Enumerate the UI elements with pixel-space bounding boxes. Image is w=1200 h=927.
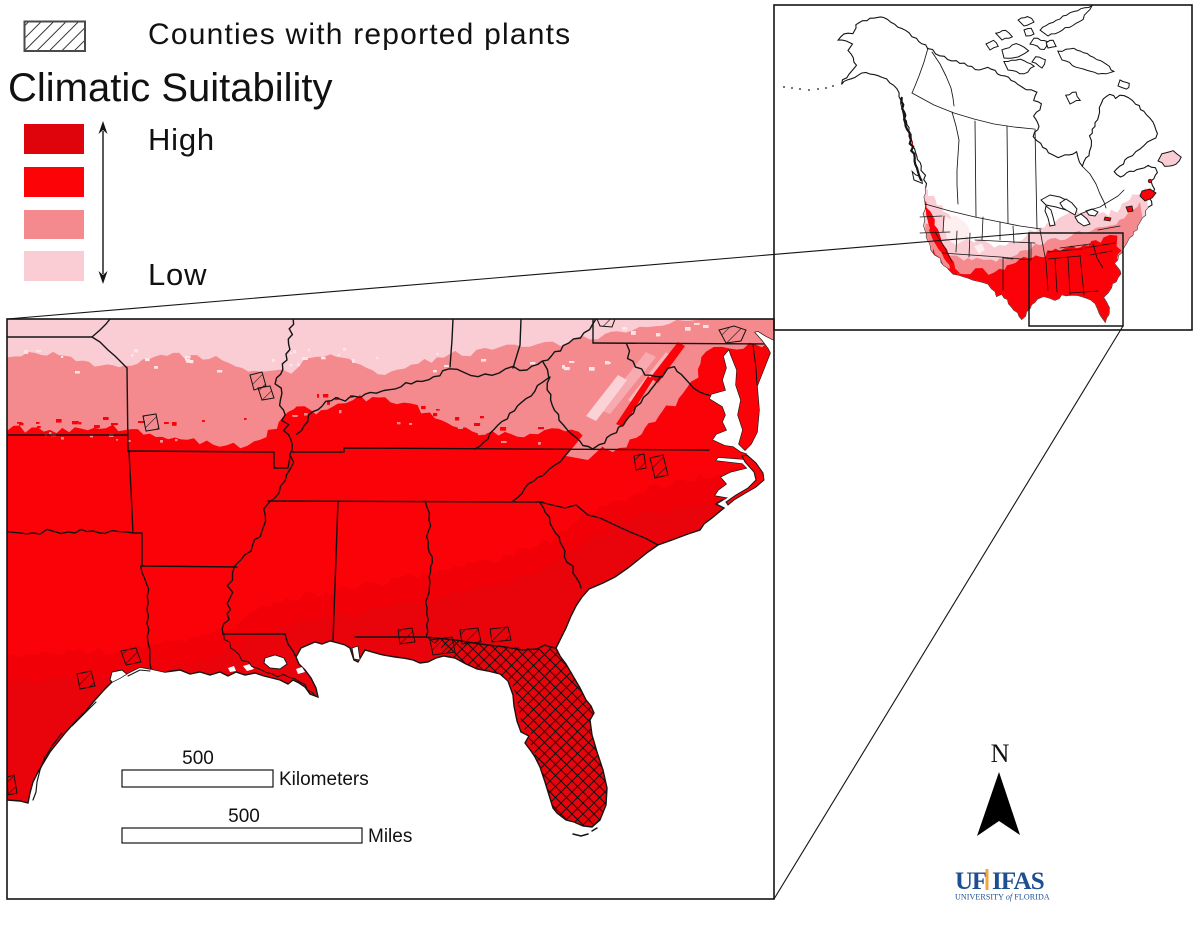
svg-text:Miles: Miles [368, 826, 412, 847]
svg-text:Counties with reported plants: Counties with reported plants [148, 18, 571, 51]
svg-text:UF: UF [955, 868, 987, 895]
svg-text:High: High [148, 122, 215, 157]
svg-text:500: 500 [182, 748, 214, 769]
svg-text:IFAS: IFAS [992, 868, 1044, 895]
svg-text:Kilometers: Kilometers [279, 769, 369, 790]
svg-text:N: N [991, 739, 1010, 768]
svg-text:Low: Low [148, 257, 207, 292]
svg-text:500: 500 [228, 806, 260, 827]
svg-text:UNIVERSITY of FLORIDA: UNIVERSITY of FLORIDA [955, 893, 1050, 902]
svg-text:Climatic Suitability: Climatic Suitability [8, 66, 333, 110]
